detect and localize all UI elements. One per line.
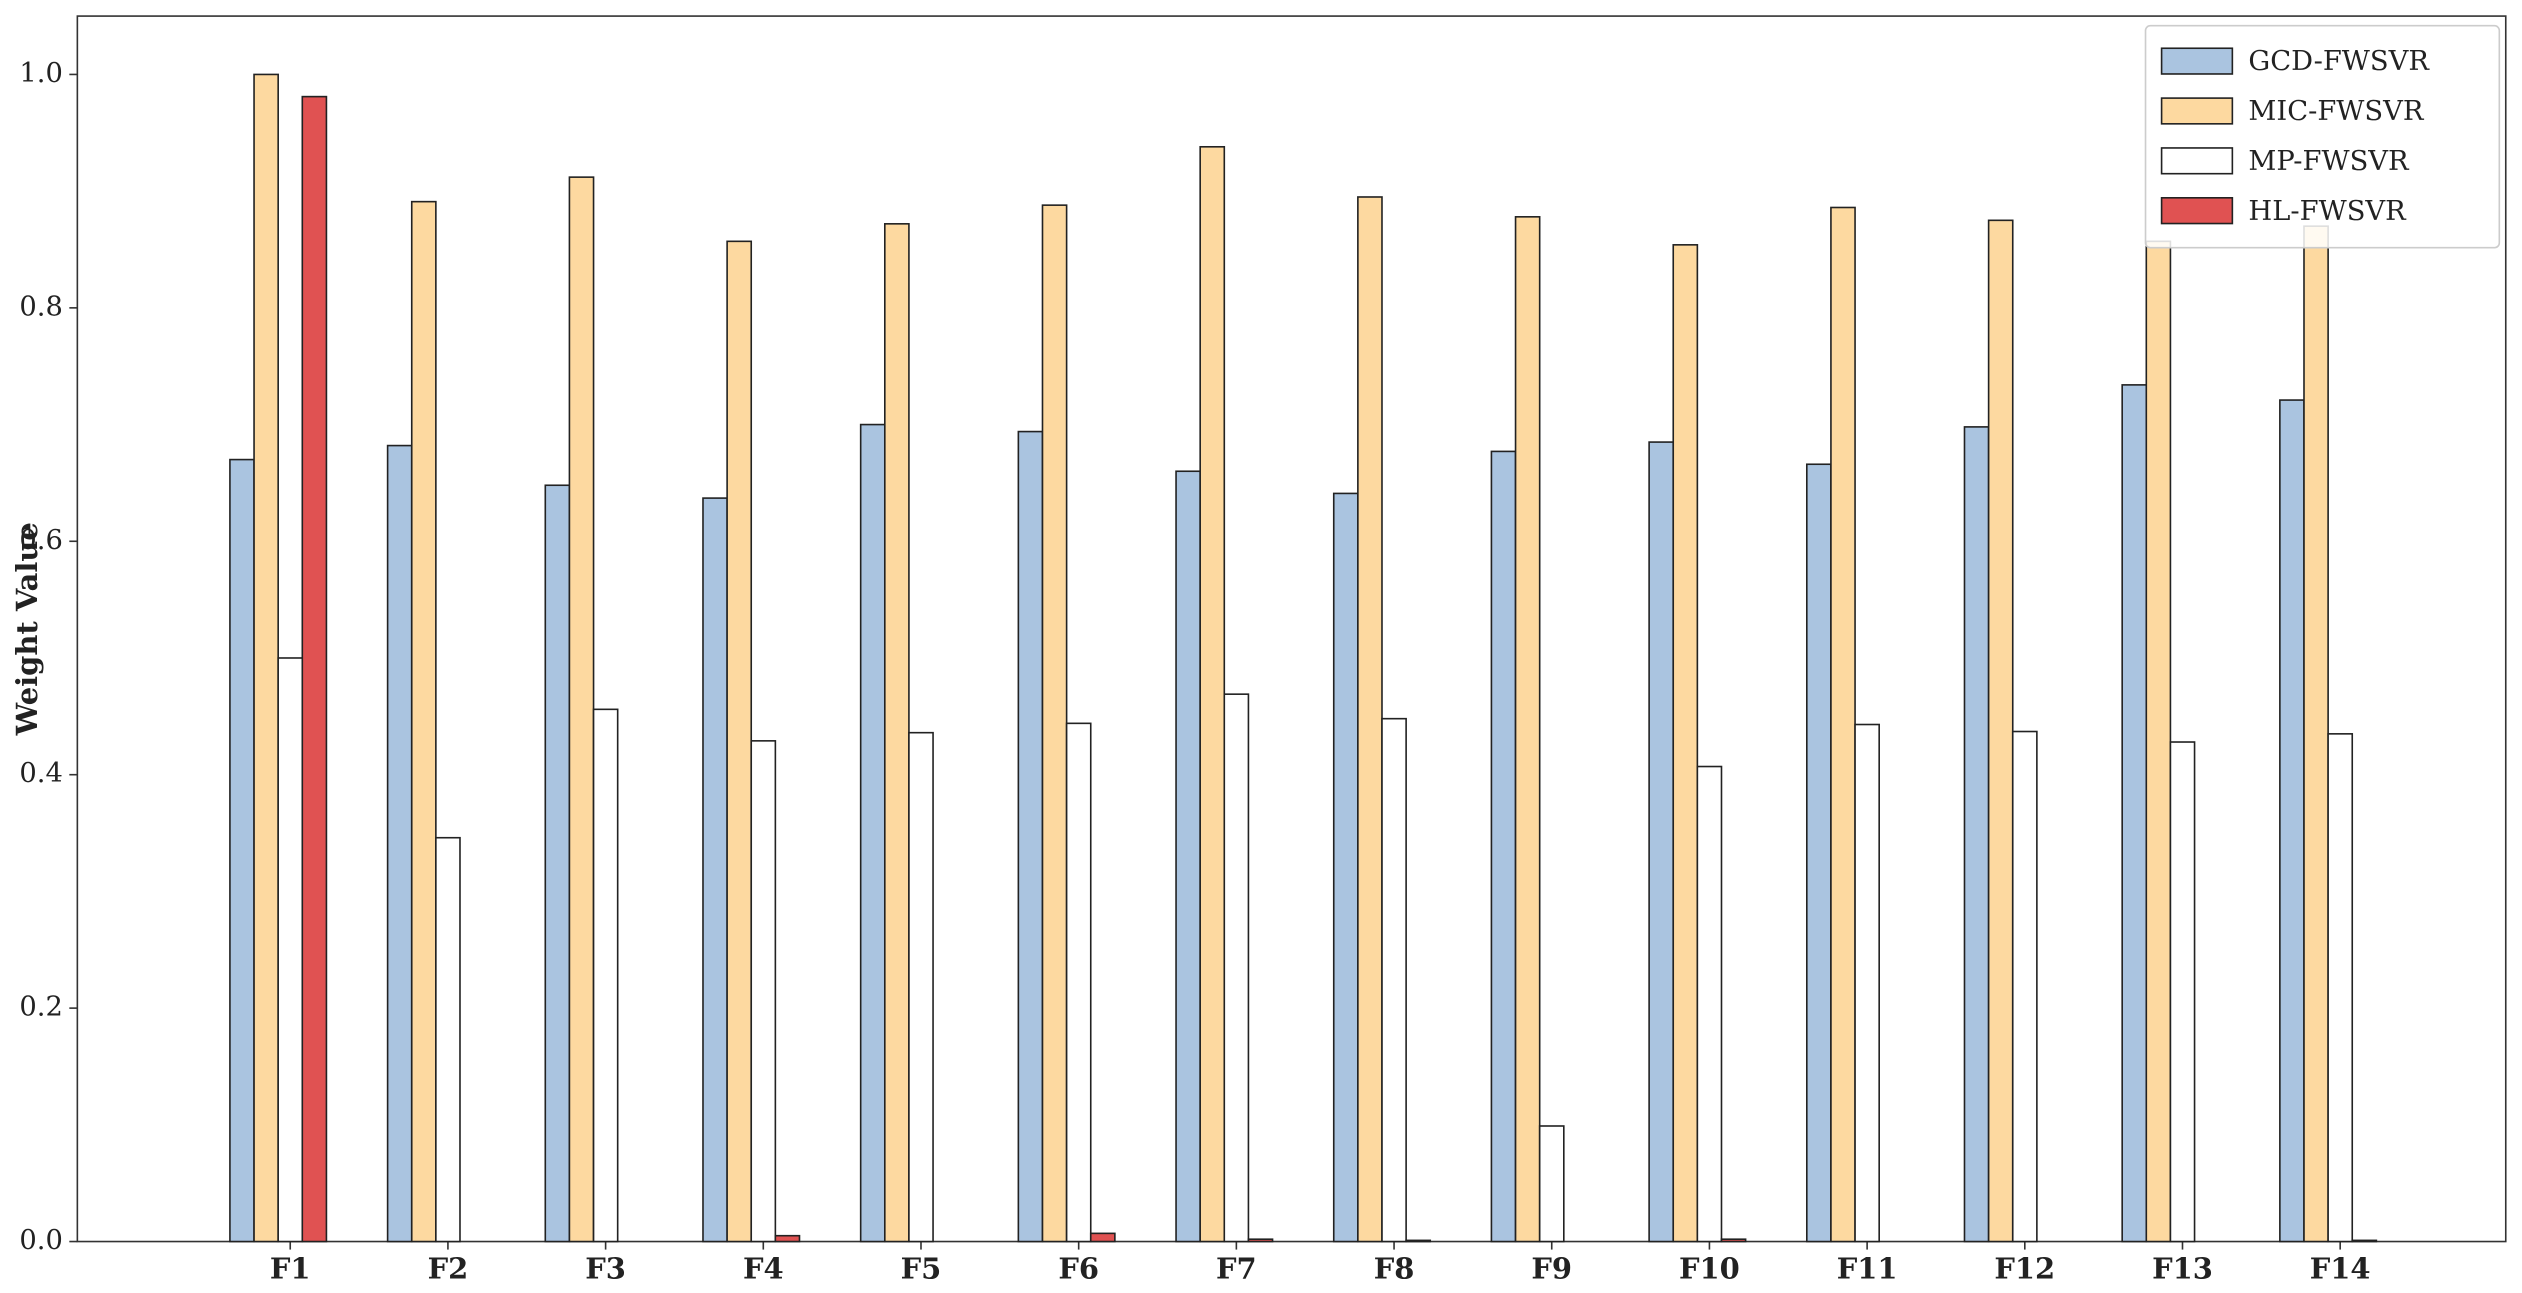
x-tick-label: F2 [428, 1251, 469, 1285]
x-tick-label: F12 [1994, 1251, 2055, 1285]
x-tick-label: F11 [1837, 1251, 1898, 1285]
x-tick-label: F6 [1058, 1251, 1099, 1285]
bar [1963, 426, 1990, 1243]
bar [544, 484, 571, 1243]
legend-swatch [2160, 197, 2234, 225]
y-tick-label: 0.4 [19, 758, 62, 789]
bar [1830, 206, 1856, 1243]
legend-swatch [2160, 97, 2234, 125]
bar [1805, 463, 1832, 1243]
x-tick-label: F3 [585, 1251, 626, 1285]
x-tick-label: F10 [1679, 1251, 1740, 1285]
x-tick-label: F1 [270, 1251, 311, 1285]
bar [1065, 722, 1092, 1243]
bar [592, 708, 619, 1243]
bar [1089, 1232, 1116, 1243]
legend-label: MIC-FWSVR [2248, 96, 2424, 127]
bar [702, 497, 728, 1243]
bar [1041, 204, 1068, 1243]
bar [859, 423, 886, 1243]
plot-frame [76, 15, 2507, 1243]
bar [2121, 384, 2148, 1243]
bar [883, 223, 910, 1243]
y-tick-label: 1.0 [19, 58, 62, 89]
x-tick-label: F14 [2310, 1251, 2371, 1285]
bar [1175, 470, 1201, 1243]
legend-swatch [2160, 147, 2234, 175]
y-tick-label: 0.0 [19, 1225, 62, 1256]
bar [750, 740, 777, 1243]
bar [2327, 733, 2354, 1243]
legend-swatch [2160, 47, 2234, 75]
bar [253, 73, 279, 1243]
bar [1405, 1239, 1432, 1243]
bar [1357, 196, 1383, 1243]
x-tick-label: F13 [2152, 1251, 2213, 1285]
bar [435, 836, 461, 1243]
bar [1672, 244, 1699, 1243]
x-tick-label: F9 [1531, 1251, 1572, 1285]
bar [1199, 145, 1226, 1243]
bar [1987, 219, 2014, 1243]
bar [229, 458, 255, 1243]
bar [1017, 430, 1044, 1243]
bar [301, 95, 328, 1243]
bar [568, 176, 595, 1243]
legend-box [2144, 24, 2501, 249]
bar [2169, 741, 2196, 1243]
bar [2303, 225, 2329, 1243]
bar [1538, 1125, 1565, 1243]
bar [386, 444, 413, 1243]
bar [1514, 216, 1541, 1243]
bar [1332, 492, 1359, 1243]
bar [1223, 693, 1250, 1243]
legend-label: HL-FWSVR [2248, 196, 2407, 227]
bar [774, 1234, 801, 1243]
x-tick-label: F7 [1216, 1251, 1257, 1285]
y-axis-label: Weight Value [10, 522, 44, 736]
bar [1696, 765, 1723, 1243]
bar [1648, 441, 1675, 1243]
bar [2351, 1239, 2378, 1243]
x-tick-label: F8 [1374, 1251, 1415, 1285]
x-tick-label: F5 [901, 1251, 942, 1285]
bar [410, 200, 437, 1243]
bar [277, 657, 304, 1243]
bar [1854, 723, 1880, 1243]
bar [1381, 717, 1407, 1243]
bar [1490, 450, 1517, 1243]
legend-label: MP-FWSVR [2248, 146, 2410, 177]
bar [2279, 399, 2305, 1243]
bar [908, 731, 934, 1243]
bar [726, 240, 753, 1243]
y-tick-label: 0.8 [19, 291, 62, 322]
x-tick-label: F4 [743, 1251, 784, 1285]
bar [2011, 730, 2038, 1243]
legend-label: GCD-FWSVR [2248, 46, 2430, 77]
bar [1247, 1238, 1274, 1243]
bar [1720, 1238, 1747, 1243]
y-tick-label: 0.6 [19, 525, 62, 556]
y-tick-label: 0.2 [19, 992, 62, 1023]
bar [2145, 240, 2172, 1243]
